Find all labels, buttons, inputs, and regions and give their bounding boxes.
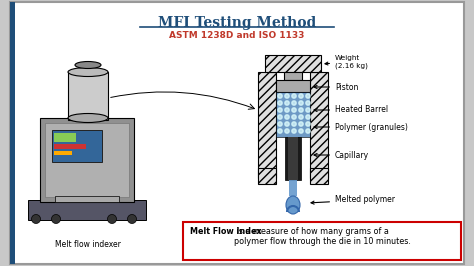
Circle shape <box>292 122 296 126</box>
Bar <box>289 180 297 196</box>
Circle shape <box>306 101 310 105</box>
Bar <box>288 137 298 180</box>
Bar <box>68 72 108 120</box>
Circle shape <box>306 94 310 98</box>
Circle shape <box>299 108 303 112</box>
Bar <box>54 144 86 149</box>
Bar <box>276 72 310 178</box>
Bar <box>284 72 302 80</box>
Text: Heated Barrel: Heated Barrel <box>314 106 388 114</box>
Circle shape <box>306 108 310 112</box>
Text: MFI Testing Method: MFI Testing Method <box>158 16 316 30</box>
Ellipse shape <box>75 61 101 69</box>
Circle shape <box>299 101 303 105</box>
Circle shape <box>278 101 282 105</box>
Text: Piston: Piston <box>314 82 358 92</box>
Text: ASTM 1238D and ISO 1133: ASTM 1238D and ISO 1133 <box>169 31 305 40</box>
Bar <box>40 118 134 202</box>
Circle shape <box>278 115 282 119</box>
Circle shape <box>52 214 61 223</box>
Ellipse shape <box>286 196 300 214</box>
Bar <box>45 123 129 197</box>
Bar <box>258 72 276 178</box>
Circle shape <box>278 122 282 126</box>
Circle shape <box>306 129 310 133</box>
Circle shape <box>285 94 289 98</box>
Bar <box>55 196 119 202</box>
Circle shape <box>299 115 303 119</box>
Text: Weight
(2.16 kg): Weight (2.16 kg) <box>325 55 368 69</box>
Circle shape <box>292 115 296 119</box>
Text: Capillary: Capillary <box>314 151 369 160</box>
Circle shape <box>285 108 289 112</box>
Circle shape <box>292 101 296 105</box>
Text: Melted polymer: Melted polymer <box>311 196 395 205</box>
Bar <box>52 130 102 162</box>
Circle shape <box>285 115 289 119</box>
Bar <box>310 168 328 184</box>
Circle shape <box>285 129 289 133</box>
Circle shape <box>306 122 310 126</box>
Circle shape <box>292 129 296 133</box>
Bar <box>54 133 76 142</box>
Bar <box>183 222 461 260</box>
Ellipse shape <box>68 68 108 77</box>
Text: Polymer (granules): Polymer (granules) <box>314 123 408 131</box>
Circle shape <box>285 101 289 105</box>
Circle shape <box>299 94 303 98</box>
Circle shape <box>299 122 303 126</box>
Circle shape <box>299 129 303 133</box>
Ellipse shape <box>68 114 108 123</box>
Bar <box>265 55 321 72</box>
Circle shape <box>306 115 310 119</box>
Circle shape <box>292 108 296 112</box>
Circle shape <box>278 129 282 133</box>
Bar <box>276 80 310 92</box>
Text: Melt flow indexer: Melt flow indexer <box>55 240 121 249</box>
Circle shape <box>108 214 117 223</box>
Circle shape <box>278 94 282 98</box>
Circle shape <box>31 214 40 223</box>
Text: Melt Flow Index: Melt Flow Index <box>190 227 262 236</box>
Circle shape <box>292 94 296 98</box>
Bar <box>54 151 72 155</box>
Bar <box>310 72 328 178</box>
Bar <box>258 168 276 184</box>
Circle shape <box>278 108 282 112</box>
Bar <box>28 200 146 220</box>
Circle shape <box>285 122 289 126</box>
Bar <box>10 2 15 264</box>
Circle shape <box>128 214 137 223</box>
Text: is a measure of how many grams of a
polymer flow through the die in 10 minutes.: is a measure of how many grams of a poly… <box>234 227 411 246</box>
Bar <box>285 137 301 180</box>
Bar <box>276 92 310 137</box>
